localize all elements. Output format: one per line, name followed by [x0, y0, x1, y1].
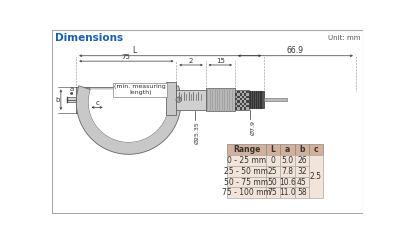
Text: 7.8: 7.8 — [281, 167, 293, 176]
Bar — [239, 98, 242, 100]
Bar — [242, 96, 244, 98]
Bar — [295, 187, 309, 198]
Text: b: b — [299, 145, 305, 154]
Text: 32: 32 — [297, 167, 307, 176]
Text: 66.9: 66.9 — [287, 46, 304, 54]
Bar — [279, 177, 295, 187]
Text: Ø25.35: Ø25.35 — [195, 121, 200, 144]
Text: 75 - 100 mm: 75 - 100 mm — [222, 188, 271, 197]
Text: 11.0: 11.0 — [279, 188, 296, 197]
Bar — [206, 88, 235, 111]
Bar — [295, 177, 309, 187]
Bar — [67, 97, 76, 102]
Bar — [235, 94, 237, 96]
Bar — [235, 90, 249, 110]
Bar — [244, 94, 247, 96]
Bar — [266, 144, 279, 155]
Bar — [295, 144, 309, 155]
Bar — [247, 105, 249, 107]
Bar — [247, 96, 249, 98]
Bar — [166, 82, 177, 115]
Circle shape — [176, 97, 181, 102]
Bar — [235, 98, 237, 100]
Text: 75: 75 — [122, 54, 131, 60]
Bar — [239, 94, 242, 96]
Text: Range: Range — [233, 145, 260, 154]
Text: 0 - 25 mm: 0 - 25 mm — [227, 156, 266, 165]
Bar — [244, 107, 247, 110]
Bar — [237, 105, 239, 107]
Bar — [76, 98, 145, 101]
Bar — [242, 91, 244, 94]
Bar — [113, 83, 167, 96]
Bar — [279, 166, 295, 177]
Text: L: L — [132, 46, 136, 54]
Text: L: L — [270, 145, 275, 154]
Text: Ø7.9: Ø7.9 — [250, 120, 255, 135]
Bar — [237, 96, 239, 98]
Text: a: a — [70, 86, 74, 92]
Bar — [264, 98, 287, 101]
Bar — [227, 177, 266, 187]
Bar — [244, 98, 247, 100]
Text: 75: 75 — [268, 188, 277, 197]
Bar — [266, 166, 279, 177]
Bar — [309, 155, 323, 198]
Text: 45: 45 — [297, 178, 307, 186]
Bar — [239, 107, 242, 110]
Bar — [242, 105, 244, 107]
Bar — [227, 187, 266, 198]
Text: c: c — [95, 100, 99, 106]
Bar — [247, 91, 249, 94]
Bar — [235, 103, 237, 105]
Bar — [249, 91, 264, 108]
Bar — [266, 177, 279, 187]
Polygon shape — [89, 90, 168, 142]
Bar — [279, 155, 295, 166]
Bar — [227, 155, 266, 166]
Text: a: a — [285, 145, 290, 154]
Text: 25 - 50 mm: 25 - 50 mm — [224, 167, 269, 176]
Polygon shape — [76, 86, 181, 154]
Bar — [76, 87, 89, 113]
Text: 58: 58 — [297, 188, 307, 197]
Bar — [266, 155, 279, 166]
Text: c: c — [313, 145, 318, 154]
Text: 50 - 75 mm: 50 - 75 mm — [224, 178, 269, 186]
Bar — [237, 100, 239, 103]
Bar — [295, 166, 309, 177]
Bar — [235, 107, 237, 110]
Bar — [76, 102, 177, 113]
Text: 0: 0 — [270, 156, 275, 165]
Bar — [227, 144, 266, 155]
Bar — [266, 187, 279, 198]
Text: 2: 2 — [189, 58, 193, 64]
Text: b: b — [55, 97, 60, 103]
Bar — [242, 100, 244, 103]
Bar — [227, 166, 266, 177]
Text: Dimensions: Dimensions — [55, 33, 123, 43]
Bar — [279, 187, 295, 198]
Bar — [279, 144, 295, 155]
Text: 5.0: 5.0 — [281, 156, 293, 165]
Bar — [76, 87, 177, 97]
Bar — [177, 90, 206, 110]
Text: 50: 50 — [268, 178, 277, 186]
Text: 10.6: 10.6 — [279, 178, 296, 186]
Bar — [295, 155, 309, 166]
Bar — [244, 103, 247, 105]
Text: (min. measuring
length): (min. measuring length) — [114, 84, 166, 95]
Text: 2.5: 2.5 — [310, 172, 322, 181]
Bar — [237, 91, 239, 94]
Bar — [239, 103, 242, 105]
Bar — [309, 144, 323, 155]
Bar — [247, 100, 249, 103]
Text: 25: 25 — [268, 167, 277, 176]
Text: 15: 15 — [216, 58, 225, 64]
Text: 26: 26 — [297, 156, 307, 165]
Text: Unit: mm: Unit: mm — [328, 35, 360, 41]
